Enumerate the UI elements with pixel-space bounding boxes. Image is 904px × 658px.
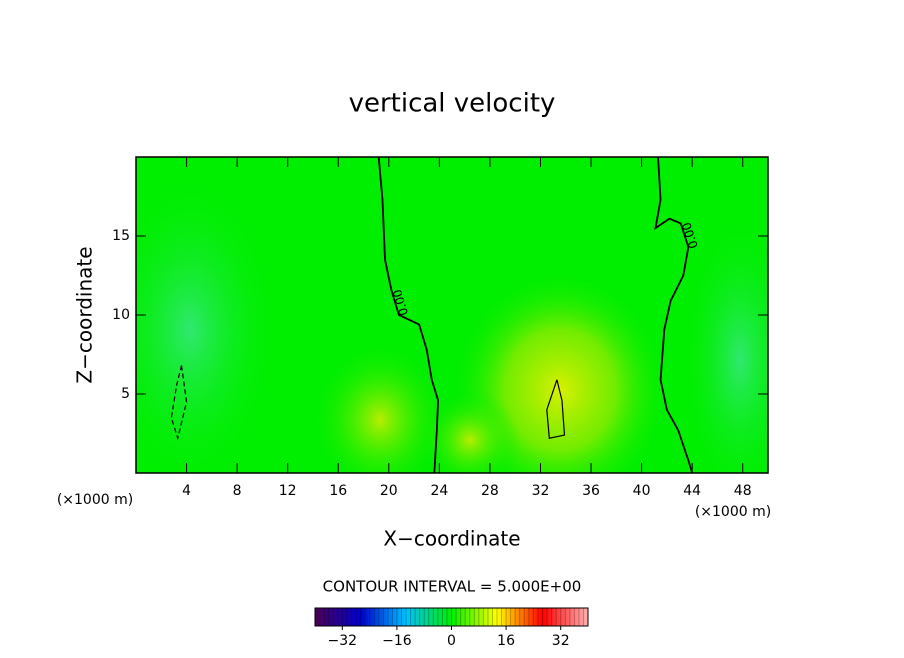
y-tick-label: 15 <box>112 228 130 244</box>
x-unit-label: (×1000 m) <box>57 492 133 508</box>
chart-title: vertical velocity <box>349 89 556 119</box>
contour-line <box>546 379 566 439</box>
y-axis-label: Z−coordinate <box>73 246 97 383</box>
x-tick-label: 28 <box>481 483 499 499</box>
x-tick-label: 36 <box>582 483 600 499</box>
x-axis-label: X−coordinate <box>383 527 520 551</box>
x-tick-label: 8 <box>233 483 242 499</box>
x-tick-label: 44 <box>683 483 701 499</box>
colorbar-tick-label: 32 <box>552 633 570 649</box>
x-tick-label: 32 <box>532 483 550 499</box>
colorbar-label: CONTOUR INTERVAL = 5.000E+00 <box>323 578 582 596</box>
x-tick-label: 16 <box>329 483 347 499</box>
x-tick-label: 4 <box>182 483 191 499</box>
colorbar-tick-label: −16 <box>382 633 412 649</box>
y-tick-label: 10 <box>112 307 130 323</box>
y-tick-label: 5 <box>121 386 130 402</box>
colorbar-tick-label: 0 <box>447 633 456 649</box>
x-unit-label: (×1000 m) <box>695 504 771 520</box>
x-tick-label: 12 <box>279 483 297 499</box>
x-tick-label: 40 <box>633 483 651 499</box>
x-tick-label: 24 <box>430 483 448 499</box>
x-tick-label: 48 <box>734 483 752 499</box>
colorbar-tick-label: −32 <box>328 633 358 649</box>
x-tick-label: 20 <box>380 483 398 499</box>
colorbar-tick-label: 16 <box>497 633 515 649</box>
field <box>136 157 768 473</box>
contour-line <box>377 156 440 474</box>
contour-line <box>170 365 188 441</box>
contour-line <box>654 156 694 474</box>
